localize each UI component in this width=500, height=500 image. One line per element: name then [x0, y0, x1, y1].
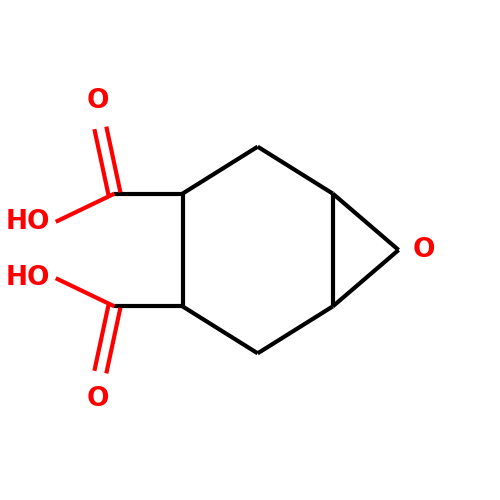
- Text: HO: HO: [6, 209, 50, 235]
- Text: HO: HO: [6, 265, 50, 291]
- Text: O: O: [412, 237, 435, 263]
- Text: O: O: [86, 88, 109, 114]
- Text: O: O: [86, 386, 109, 412]
